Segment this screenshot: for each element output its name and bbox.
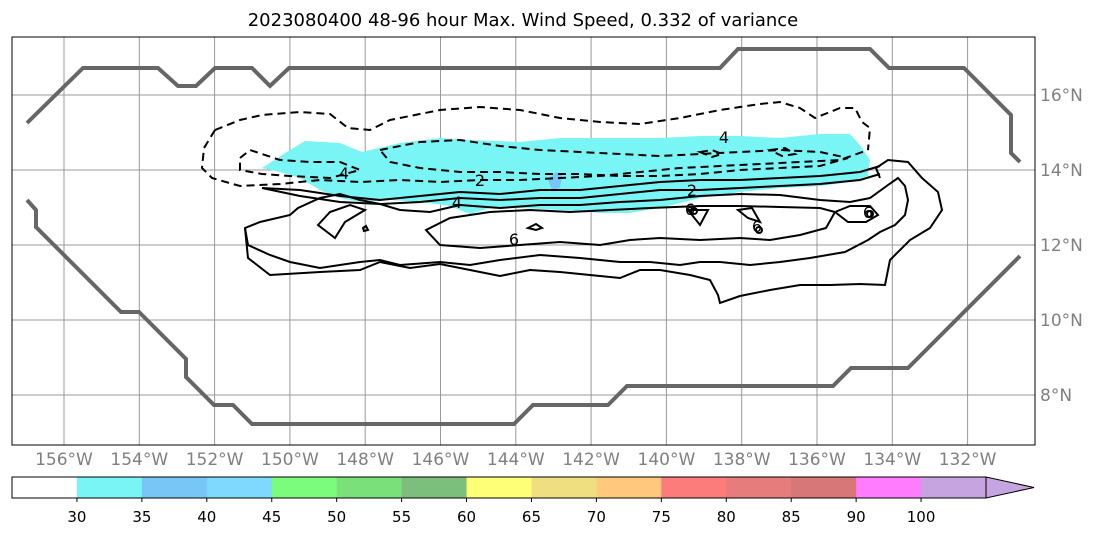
colorbar-tick-label: 55 <box>392 508 411 526</box>
map-panel: 4 2 4 2 4 6 6 6 6 <box>11 36 1036 446</box>
colorbar-swatch <box>466 477 532 498</box>
contour-label: 6 <box>509 230 519 249</box>
colorbar-swatch <box>661 477 727 498</box>
contour-labels: 4 2 4 2 4 6 6 6 6 <box>339 128 873 249</box>
longitude-labels: 156°W 154°W 152°W 150°W 148°W 146°W 144°W 142°W… <box>35 450 997 470</box>
latitude-tick-label: 14°N <box>1040 161 1083 181</box>
colorbar-swatch <box>141 477 208 498</box>
colorbar-outline <box>11 476 986 499</box>
colorbar-tick-label: 30 <box>67 508 86 526</box>
colorbar-labels: 30 35 40 45 50 55 60 65 70 75 80 85 90 100 <box>67 498 935 526</box>
colorbar-swatch <box>336 477 403 498</box>
contour-label: 2 <box>475 171 485 190</box>
colorbar-tick-label: 75 <box>652 508 671 526</box>
contour-label: 4 <box>339 164 349 183</box>
longitude-tick-label: 132°W <box>939 450 997 470</box>
colorbar-tick-label: 80 <box>717 508 736 526</box>
longitude-tick-label: 156°W <box>35 450 93 470</box>
colorbar-tick-label: 90 <box>847 508 866 526</box>
longitude-tick-label: 146°W <box>412 450 470 470</box>
chart-title: 2023080400 48-96 hour Max. Wind Speed, 0… <box>248 10 799 31</box>
longitude-tick-label: 134°W <box>863 450 921 470</box>
contour-label: 2 <box>687 181 697 200</box>
contour-label: 6 <box>863 203 873 222</box>
longitude-tick-label: 154°W <box>110 450 168 470</box>
colorbar-tick-label: 85 <box>782 508 801 526</box>
colorbar-tick-label: 45 <box>262 508 281 526</box>
longitude-tick-label: 150°W <box>261 450 319 470</box>
colorbar-swatch <box>791 477 857 498</box>
colorbar-tick-label: 50 <box>327 508 346 526</box>
colorbar <box>11 476 1035 499</box>
longitude-tick-label: 138°W <box>713 450 771 470</box>
latitude-tick-label: 10°N <box>1040 311 1083 331</box>
colorbar-tick-label: 35 <box>132 508 151 526</box>
domain-boundary <box>25 47 1022 426</box>
colorbar-swatch <box>596 477 662 498</box>
grid-lines <box>12 37 1035 445</box>
contour-label: 4 <box>719 128 729 147</box>
latitude-tick-label: 16°N <box>1040 86 1083 106</box>
longitude-tick-label: 140°W <box>638 450 696 470</box>
colorbar-swatch <box>206 477 273 498</box>
contour-label: 6 <box>752 217 762 236</box>
latitude-tick-label: 8°N <box>1040 386 1072 406</box>
colorbar-tick-label: 40 <box>197 508 216 526</box>
colorbar-tick-label: 70 <box>587 508 606 526</box>
colorbar-swatch <box>726 477 792 498</box>
latitude-labels: 16°N 14°N 12°N 10°N 8°N <box>1040 86 1083 406</box>
map-frame-border <box>11 36 1036 446</box>
colorbar-swatch <box>856 477 922 498</box>
colorbar-tick-label: 100 <box>907 508 936 526</box>
colorbar-swatch <box>531 477 597 498</box>
colorbar-swatch <box>401 477 468 498</box>
solid-contours <box>243 158 944 305</box>
dashed-contours <box>200 100 872 188</box>
colorbar-extend-arrow <box>985 476 1035 499</box>
longitude-tick-label: 148°W <box>336 450 394 470</box>
contour-label: 4 <box>452 193 462 212</box>
colorbar-swatch <box>921 477 987 498</box>
longitude-tick-label: 142°W <box>562 450 620 470</box>
colorbar-swatch <box>76 477 143 498</box>
colorbar-tick-label: 65 <box>522 508 541 526</box>
shaded-region-35-40 <box>548 172 562 190</box>
colorbar-tick-label: 60 <box>457 508 476 526</box>
contour-label: 6 <box>685 200 695 219</box>
longitude-tick-label: 136°W <box>788 450 846 470</box>
longitude-tick-label: 144°W <box>487 450 545 470</box>
latitude-tick-label: 12°N <box>1040 236 1083 256</box>
colorbar-swatch <box>12 477 78 498</box>
map-frame <box>11 36 1036 446</box>
longitude-tick-label: 152°W <box>186 450 244 470</box>
colorbar-swatch <box>271 477 338 498</box>
